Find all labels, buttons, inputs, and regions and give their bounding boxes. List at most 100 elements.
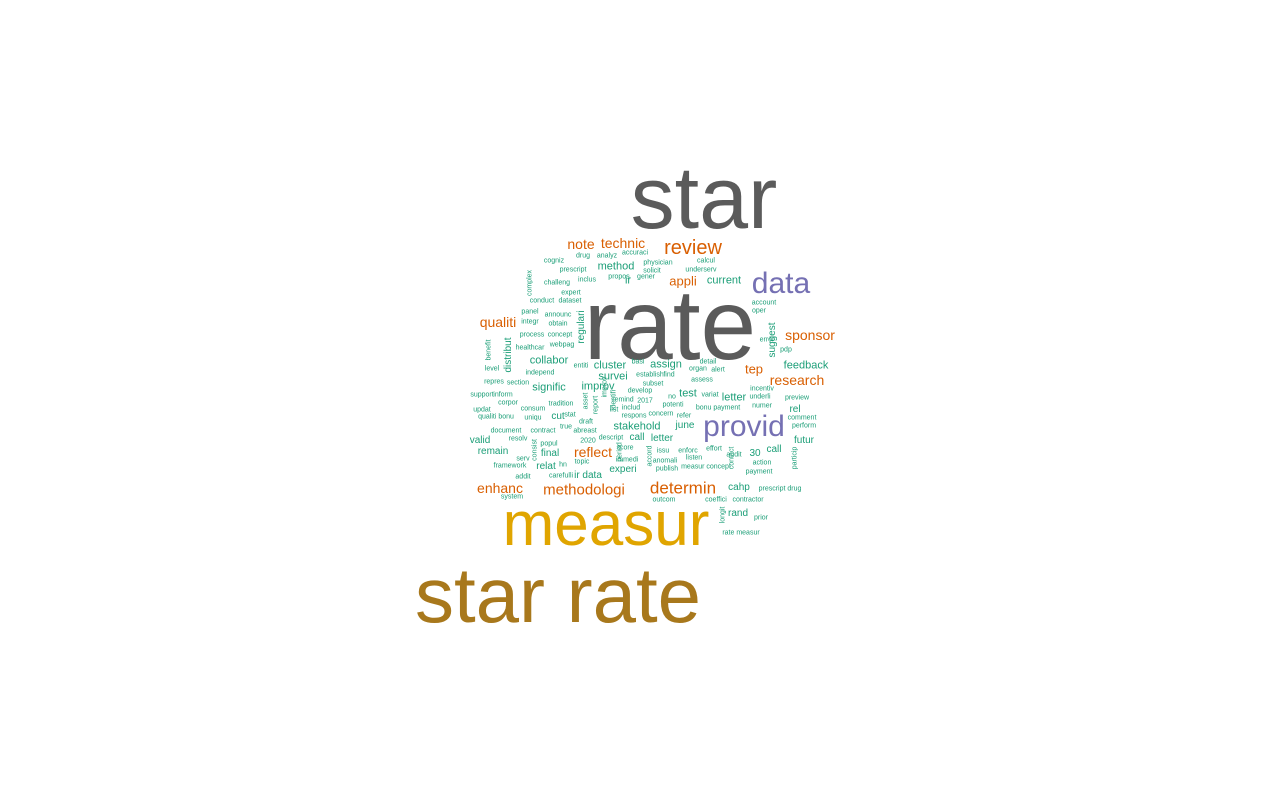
word: alert bbox=[711, 366, 725, 374]
word: measur concept bbox=[681, 463, 731, 471]
word: support bbox=[470, 391, 494, 399]
word: cogniz bbox=[543, 257, 565, 265]
word: consum bbox=[520, 405, 546, 413]
word: period bbox=[616, 442, 624, 462]
word: integr bbox=[521, 318, 539, 326]
word: announc bbox=[544, 311, 572, 319]
word: qualiti bbox=[479, 314, 517, 330]
word: rate measur bbox=[722, 529, 760, 537]
word: note bbox=[567, 236, 595, 252]
word: research bbox=[769, 372, 825, 388]
word: star bbox=[630, 148, 778, 247]
word: calcul bbox=[697, 257, 715, 265]
word: preview bbox=[784, 394, 810, 402]
word: prescript drug bbox=[758, 485, 802, 493]
word: error bbox=[759, 336, 775, 344]
word: updat bbox=[473, 406, 491, 414]
word: valid bbox=[469, 435, 491, 446]
word: concern bbox=[648, 410, 674, 418]
word: physician bbox=[643, 259, 673, 267]
word: variat bbox=[701, 391, 719, 399]
word: list bbox=[609, 406, 619, 414]
word: system bbox=[500, 493, 524, 501]
word: oper bbox=[751, 307, 767, 315]
word: data bbox=[751, 267, 811, 300]
word: refer bbox=[676, 412, 692, 420]
word: ir data bbox=[574, 470, 602, 481]
word: carefulli bbox=[548, 472, 574, 480]
word: improv bbox=[581, 380, 615, 393]
word: tradition bbox=[548, 400, 574, 408]
word: document bbox=[490, 427, 522, 435]
word: uniqu bbox=[524, 414, 542, 422]
word: corpor bbox=[498, 399, 518, 407]
word: popul bbox=[540, 440, 558, 448]
word: dataset bbox=[558, 297, 582, 305]
word: 30 bbox=[749, 448, 761, 459]
word: establish bbox=[636, 371, 664, 379]
word: stakehold bbox=[613, 420, 661, 433]
word: analyz bbox=[596, 252, 618, 260]
word: independ bbox=[525, 369, 555, 377]
word: numer bbox=[752, 402, 772, 410]
word: determin bbox=[649, 478, 717, 498]
word: subset bbox=[642, 380, 664, 388]
word: true bbox=[559, 423, 573, 431]
word: remind bbox=[612, 396, 634, 404]
word: assign bbox=[650, 358, 682, 371]
word: issu bbox=[656, 447, 670, 455]
word: prescript bbox=[559, 266, 587, 274]
word: cahp bbox=[728, 482, 750, 493]
word: final bbox=[540, 448, 560, 459]
word: survei bbox=[598, 370, 628, 383]
word: relat bbox=[536, 461, 556, 472]
word: regulari bbox=[576, 310, 587, 344]
word: healthcar bbox=[515, 344, 545, 352]
word: enforc bbox=[678, 447, 698, 455]
word: call bbox=[766, 444, 782, 455]
word: no bbox=[668, 393, 676, 401]
word: perform bbox=[791, 422, 817, 430]
word: repres bbox=[484, 378, 504, 386]
word: contact bbox=[728, 446, 736, 470]
word: asset bbox=[582, 392, 590, 410]
word: feedback bbox=[783, 359, 829, 372]
word: measur bbox=[502, 490, 710, 559]
word: report bbox=[592, 395, 600, 415]
word: complex bbox=[526, 269, 534, 297]
word: collabor bbox=[529, 354, 569, 367]
word: entiti bbox=[573, 362, 589, 370]
word: rate bbox=[583, 269, 757, 381]
word: topic bbox=[574, 458, 590, 466]
word: benefit bbox=[485, 339, 493, 361]
word: listen bbox=[685, 454, 703, 462]
word: draft bbox=[578, 418, 594, 426]
word: accuraci bbox=[621, 249, 649, 257]
word: descript bbox=[598, 434, 624, 442]
word: signific bbox=[532, 381, 566, 394]
word: bonu payment bbox=[695, 404, 741, 412]
word: serv bbox=[516, 455, 530, 463]
word: propos bbox=[608, 273, 630, 281]
word: resolv bbox=[508, 435, 528, 443]
word: process bbox=[519, 331, 545, 339]
word: qualiti bonu bbox=[478, 413, 514, 421]
word: conduct bbox=[529, 297, 555, 305]
word: current bbox=[706, 274, 742, 287]
word: rel bbox=[789, 404, 801, 415]
word: sponsor bbox=[785, 327, 835, 343]
word: ir bbox=[624, 274, 632, 287]
word: improv bbox=[601, 376, 609, 398]
word: contract bbox=[530, 427, 556, 435]
word: outcom bbox=[652, 496, 676, 504]
word: inform bbox=[493, 391, 513, 399]
word: identifi bbox=[610, 389, 618, 411]
word: futur bbox=[793, 435, 815, 446]
word: anomali bbox=[652, 457, 678, 465]
word: includ bbox=[621, 404, 641, 412]
word: accord bbox=[646, 445, 654, 467]
word: rand bbox=[727, 508, 749, 519]
word: section bbox=[506, 379, 530, 387]
word: abreast bbox=[573, 427, 597, 435]
word: underli bbox=[749, 393, 771, 401]
